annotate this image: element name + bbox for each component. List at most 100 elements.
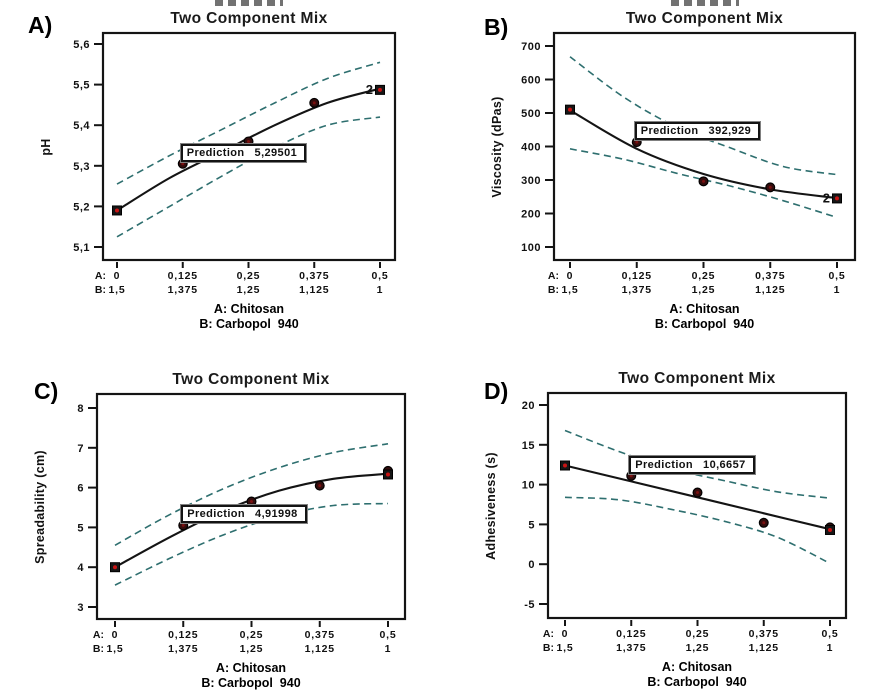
x-tick-label-component-a: 0,5 [372, 270, 389, 282]
x-row-prefix-a: A: [548, 270, 559, 282]
plot-area: 100 200 300 400 500 600 700 0 1,5 0,125 1,375 0,25 1… [521, 31, 857, 296]
point-count-annotation: 2 [823, 190, 830, 205]
x-row-prefix-b: B: [548, 284, 559, 296]
x-tick-label-component-a: 0,25 [686, 628, 710, 640]
x-tick-label-component-b: 1,5 [557, 642, 574, 654]
panel-c: C) Two Component Mix Spreadability (cm) … [0, 360, 442, 693]
plot-area: 3 4 5 6 7 8 0 1,5 0,125 1,375 0,25 1,25 0,375 1,125 0,… [77, 392, 407, 655]
y-tick-label: 600 [521, 75, 541, 87]
x-tick-label-component-a: 0,125 [622, 270, 652, 282]
x-tick-label-component-a: 0,25 [240, 629, 264, 641]
chart-title: Two Component Mix [618, 370, 776, 387]
x-tick-label-component-b: 1 [834, 284, 841, 296]
confidence-band-upper_ci [116, 61, 381, 185]
data-point-center [250, 500, 253, 504]
prediction-value: 5,29501 [254, 146, 298, 159]
plot-border [546, 391, 848, 620]
y-tick-label: 5 [77, 522, 84, 534]
y-tick-label: 3 [77, 602, 84, 614]
y-tick-label: 700 [521, 41, 541, 53]
x-row-prefix-a: A: [543, 628, 554, 640]
cropped-text-fragment [215, 0, 283, 6]
x-tick-label-component-b: 1,25 [240, 643, 264, 655]
x-tick-label-component-b: 1,25 [692, 284, 716, 296]
x-tick-label-component-b: 1,25 [237, 284, 261, 296]
x-tick-label-component-a: 0,125 [616, 628, 646, 640]
data-point-center [635, 140, 639, 144]
y-tick-label: 200 [521, 209, 541, 221]
footnote-component-a: A: Chitosan [215, 661, 287, 675]
confidence-band-upper_ci [114, 443, 389, 547]
panel-d: D) Two Component Mix Adhesiveness (s) -5… [442, 360, 884, 693]
data-point-center [312, 101, 316, 105]
prediction-value: 392,929 [708, 125, 752, 138]
x-tick-label-component-b: 1,5 [562, 284, 579, 296]
x-tick-label-component-b: 1,375 [622, 284, 652, 296]
data-point-center [113, 565, 117, 570]
y-tick-label: 5,1 [73, 242, 90, 254]
prediction-label: Prediction [640, 125, 699, 138]
chart-title: Two Component Mix [172, 371, 330, 388]
plot-area: 5,1 5,2 5,3 5,4 5,5 5,6 0 1,5 0,125 1,375 0,25 1,25… [73, 31, 397, 296]
y-tick-label: 6 [77, 483, 84, 495]
panel-label-d: D) [484, 378, 509, 404]
prediction-label: Prediction [186, 146, 245, 159]
chart-title: Two Component Mix [170, 10, 328, 27]
plot-border [552, 31, 857, 262]
x-tick-label-component-a: 0,25 [692, 270, 716, 282]
cropped-text-fragment [670, 0, 739, 6]
footnote-component-b: B: Carbopol 940 [199, 317, 299, 331]
data-point-center [115, 208, 119, 213]
x-tick-label-component-b: 1,125 [749, 642, 779, 654]
x-tick-label-component-a: 0,375 [749, 628, 779, 640]
x-row-prefix-a: A: [95, 270, 106, 282]
plot-border [95, 392, 407, 621]
plot-area: -5 0 5 10 15 20 0 1,5 0,125 1,375 0,25 1,25 0,375 1,1… [522, 391, 848, 654]
prediction-flag: Prediction 4,91998 [180, 504, 308, 525]
data-point-center [629, 474, 633, 478]
y-tick-label: -5 [524, 599, 535, 611]
data-point-center [386, 472, 390, 477]
y-tick-label: 5,4 [73, 120, 90, 132]
y-tick-label: 7 [77, 443, 84, 455]
y-tick-label: 400 [521, 142, 541, 154]
x-tick-label-component-b: 1 [385, 643, 392, 655]
data-point-center [835, 196, 839, 201]
x-tick-label-component-b: 1 [827, 642, 834, 654]
data-point-center [762, 521, 766, 525]
y-tick-label: 20 [522, 400, 535, 412]
data-point-center [568, 107, 572, 112]
x-tick-label-component-a: 0,25 [237, 270, 261, 282]
data-point-center [768, 185, 772, 189]
data-point-center [696, 491, 699, 495]
y-tick-label: 100 [521, 242, 541, 254]
x-tick-label-component-a: 0,125 [168, 270, 198, 282]
mean-line [569, 109, 838, 200]
x-tick-label-component-a: 0,375 [305, 629, 335, 641]
prediction-label: Prediction [635, 458, 694, 471]
x-row-prefix-a: A: [93, 629, 104, 641]
data-point-center [563, 463, 567, 468]
x-tick-label-component-b: 1,125 [755, 284, 785, 296]
plot-border [101, 31, 397, 262]
prediction-value: 10,6657 [703, 458, 746, 471]
x-tick-label-component-a: 0 [114, 270, 121, 282]
x-row-prefix-b: B: [93, 643, 104, 655]
panel-a: A) Two Component Mix pH 5,1 5,2 5,3 5,4 5,5 5… [0, 0, 442, 347]
x-tick-label-component-a: 0,5 [829, 270, 846, 282]
data-point-center [247, 139, 250, 143]
y-tick-label: 5,3 [73, 161, 90, 173]
footnote-component-a: A: Chitosan [213, 302, 285, 316]
y-tick-label: 500 [521, 108, 541, 120]
prediction-value: 4,91998 [255, 508, 298, 521]
confidence-band-lower_ci [116, 116, 381, 238]
footnote-component-a: A: Chitosan [661, 660, 733, 674]
x-row-prefix-b: B: [95, 284, 106, 296]
x-tick-label-component-b: 1,375 [168, 284, 198, 296]
panel-b: B) Two Component Mix Viscosity (dPas) 10… [442, 0, 884, 347]
x-row-prefix-b: B: [543, 642, 554, 654]
y-tick-label: 10 [522, 480, 535, 492]
x-tick-label-component-b: 1,125 [299, 284, 329, 296]
y-tick-label: 5 [528, 519, 535, 531]
